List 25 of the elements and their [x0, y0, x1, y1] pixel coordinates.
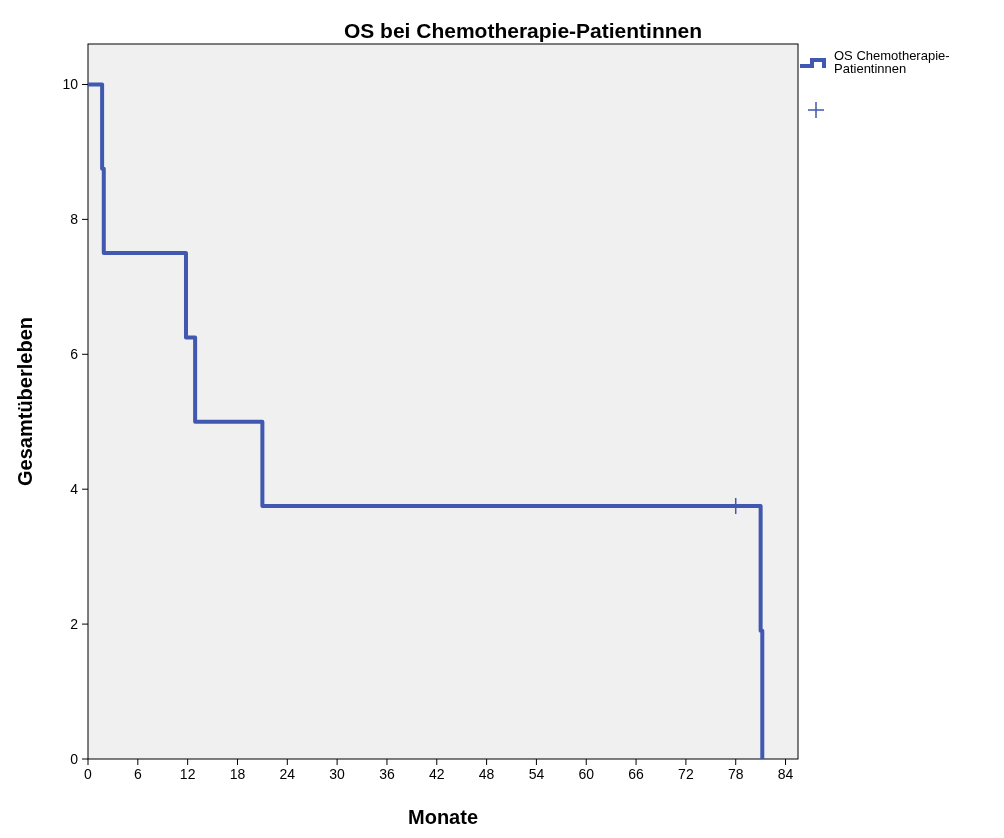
x-tick-label: 84 [777, 766, 794, 782]
x-tick-label: 54 [528, 766, 545, 782]
y-tick-label: 4 [70, 481, 79, 498]
chart-title: OS bei Chemotherapie-Patientinnen [343, 19, 703, 42]
x-tick-label: 36 [379, 766, 395, 782]
x-tick-label: 78 [727, 766, 744, 782]
y-tick-label: 2 [70, 616, 79, 633]
y-tick-label: 8 [70, 211, 79, 228]
x-tick-label: 6 [133, 766, 142, 782]
x-tick-label: 24 [279, 766, 296, 782]
x-axis-title: Monate [408, 806, 478, 828]
y-tick-label: 6 [70, 346, 79, 363]
legend-label: OS Chemotherapie-Patientinnen [834, 48, 950, 76]
x-tick-label: 30 [329, 766, 346, 782]
x-tick-label: 72 [678, 766, 694, 782]
y-axis-title: Gesamtüberleben [14, 317, 36, 486]
x-tick-label: 0 [84, 766, 93, 782]
x-tick-label: 48 [478, 766, 495, 782]
y-tick-label: 0 [70, 751, 79, 767]
x-tick-label: 66 [628, 766, 645, 782]
x-tick-label: 60 [578, 766, 595, 782]
x-tick-label: 12 [179, 766, 196, 782]
y-tick-label: 10 [62, 76, 79, 93]
x-tick-label: 42 [428, 766, 445, 782]
x-tick-label: 18 [229, 766, 246, 782]
